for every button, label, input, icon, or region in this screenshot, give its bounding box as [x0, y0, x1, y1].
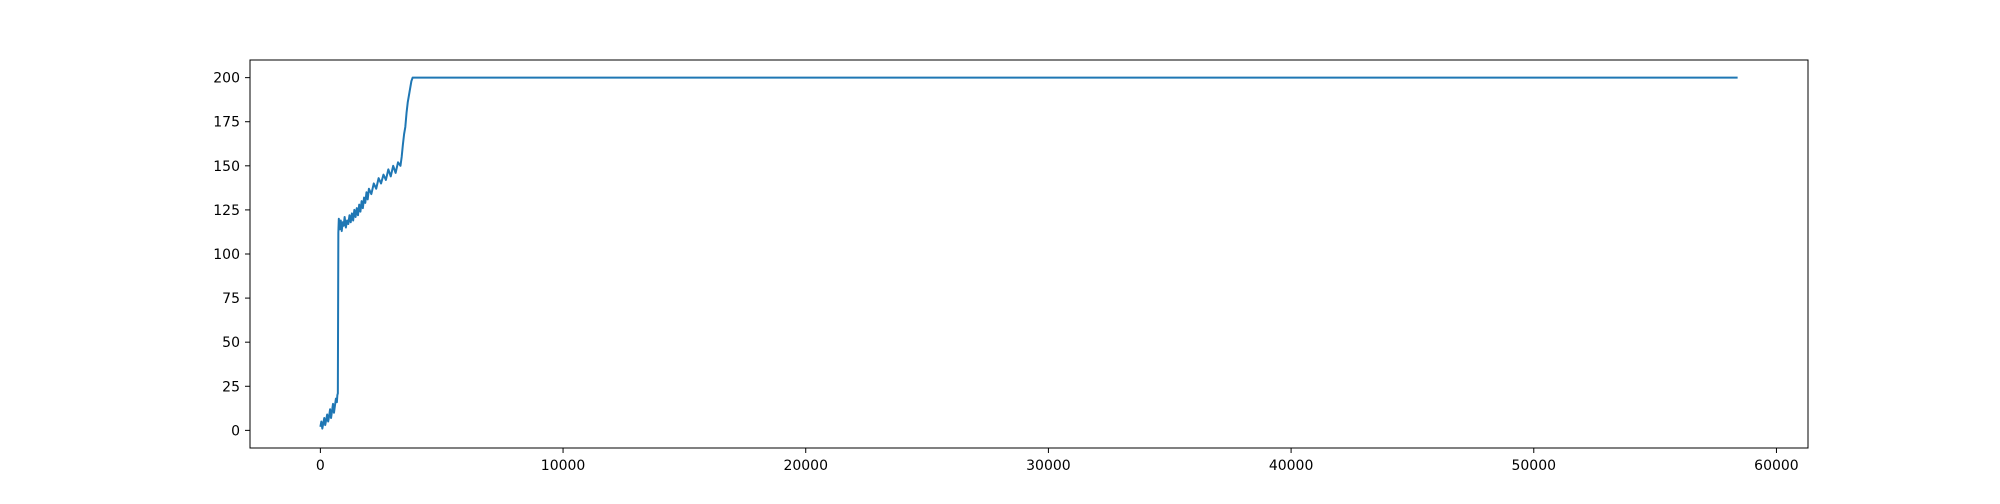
x-tick-label: 0: [316, 458, 325, 474]
ticks-layer: 0 10000 20000 30000 40000 50000 60000 0 25 50 75 10…: [213, 71, 1798, 474]
plot-frame: [249, 59, 1809, 449]
y-tick-label: 175: [213, 115, 240, 131]
y-tick-label: 50: [222, 335, 240, 351]
y-tick-label: 25: [222, 379, 240, 395]
x-tick-label: 10000: [541, 458, 586, 474]
series-line-0: [319, 76, 1738, 430]
y-tick-label: 100: [213, 247, 240, 263]
x-tick-label: 20000: [783, 458, 828, 474]
y-tick-label: 200: [213, 71, 240, 87]
x-tick-label: 60000: [1754, 458, 1799, 474]
x-tick-label: 30000: [1026, 458, 1071, 474]
x-tick-label: 50000: [1511, 458, 1556, 474]
y-tick-label: 125: [213, 203, 240, 219]
y-tick-label: 75: [222, 291, 240, 307]
y-tick-label: 150: [213, 159, 240, 175]
x-tick-label: 40000: [1269, 458, 1314, 474]
series-layer: [319, 76, 1738, 430]
y-tick-label: 0: [231, 423, 240, 439]
